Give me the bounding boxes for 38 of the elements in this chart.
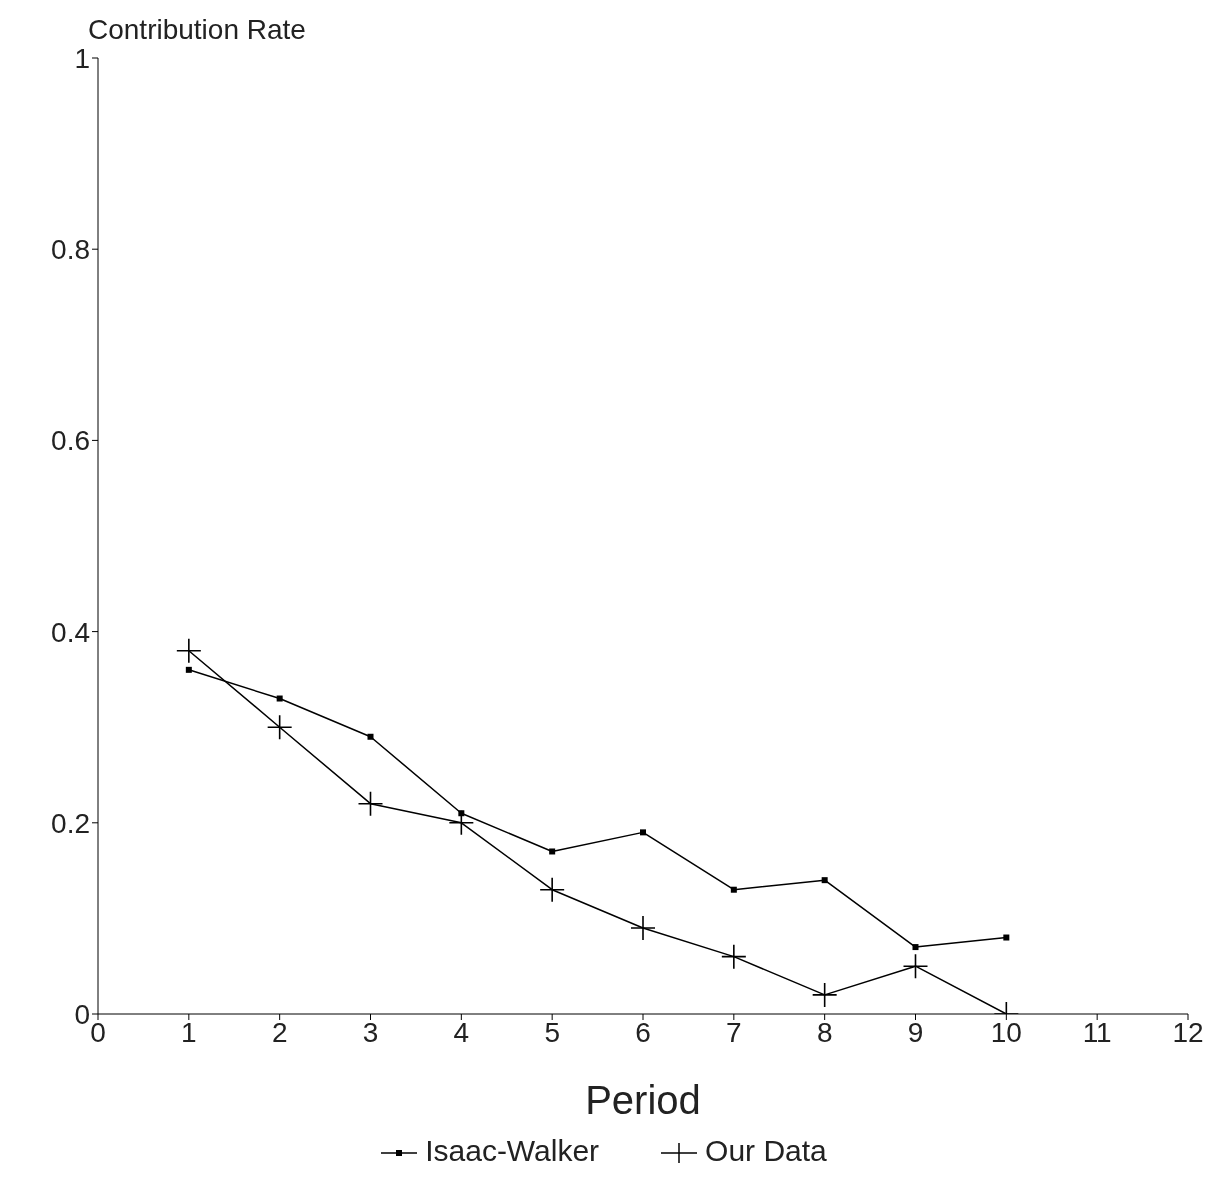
point bbox=[821, 877, 828, 884]
point bbox=[267, 715, 292, 740]
point bbox=[1003, 934, 1010, 941]
legend-label: Our Data bbox=[704, 1134, 827, 1168]
y-tick-label: 0.8 bbox=[51, 234, 90, 266]
point bbox=[903, 954, 928, 979]
y-tick-label: 0.6 bbox=[51, 425, 90, 457]
point bbox=[631, 915, 655, 940]
x-tick-label: 3 bbox=[362, 1016, 379, 1048]
point bbox=[730, 886, 737, 893]
point bbox=[912, 944, 919, 951]
x-tick-label: 10 bbox=[990, 1016, 1022, 1048]
x-tick-label: 11 bbox=[1082, 1016, 1112, 1048]
x-tick-label: 5 bbox=[544, 1016, 560, 1048]
y-tick-label: 0.2 bbox=[51, 807, 90, 839]
x-tick-label: 1 bbox=[181, 1016, 197, 1048]
point bbox=[176, 638, 201, 663]
x-tick-label: 6 bbox=[635, 1016, 651, 1048]
point bbox=[721, 944, 746, 969]
x-tick-label: 4 bbox=[453, 1016, 470, 1048]
y-axis-title: Contribution Rate bbox=[88, 14, 306, 46]
point bbox=[276, 695, 283, 702]
point bbox=[185, 666, 192, 673]
point bbox=[449, 810, 474, 835]
point bbox=[549, 848, 556, 855]
point bbox=[367, 733, 374, 740]
x-axis-title: Period bbox=[585, 1078, 701, 1122]
x-tick-label: 9 bbox=[907, 1016, 924, 1048]
point bbox=[812, 982, 837, 1007]
y-tick-label: 1 bbox=[74, 42, 90, 74]
x-tick-label: 8 bbox=[816, 1016, 833, 1048]
legend-label: Isaac-Walker bbox=[424, 1134, 600, 1168]
y-tick-label: 0.4 bbox=[51, 616, 90, 648]
x-tick-label: 12 bbox=[1172, 1016, 1204, 1048]
point bbox=[540, 877, 565, 902]
x-tick-label: 2 bbox=[271, 1016, 288, 1048]
x-tick-label: 7 bbox=[726, 1016, 742, 1048]
point bbox=[640, 829, 646, 836]
